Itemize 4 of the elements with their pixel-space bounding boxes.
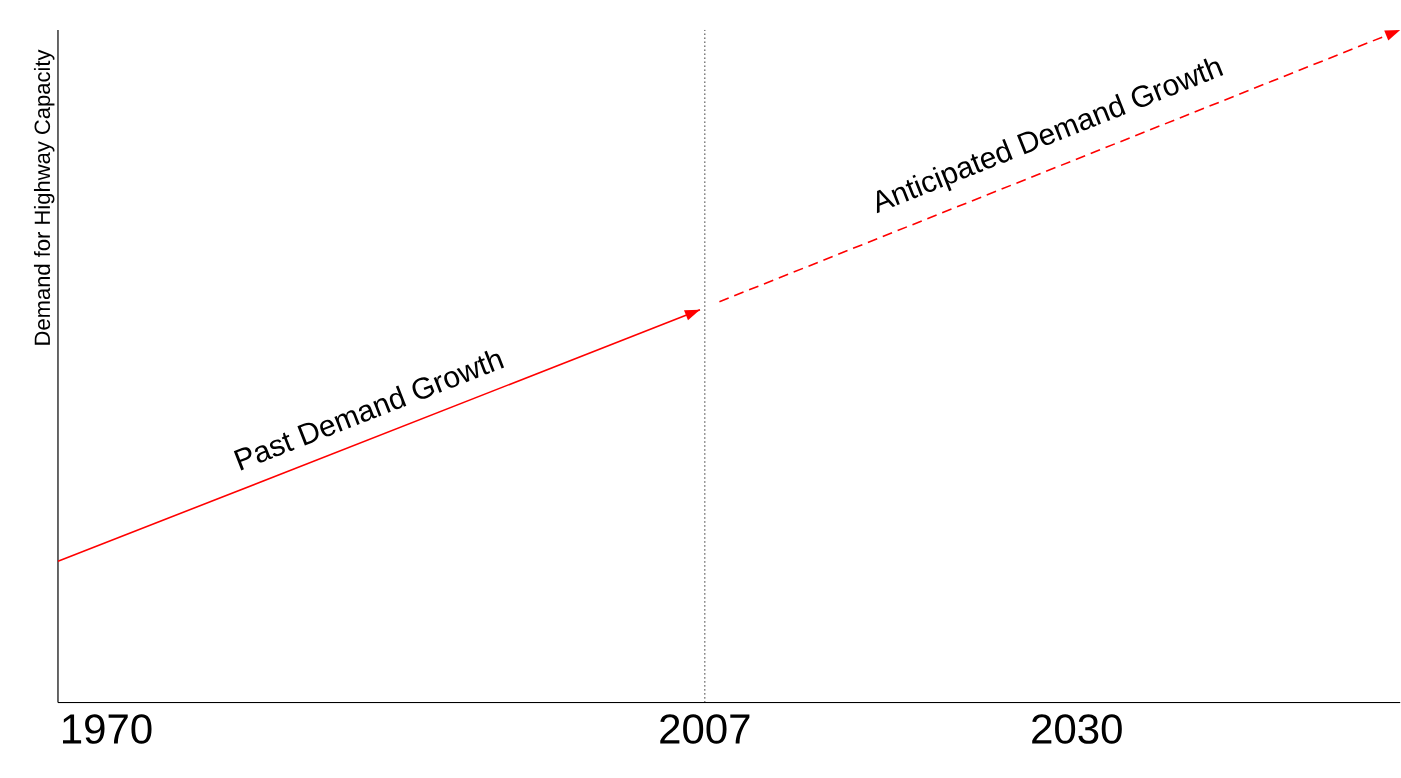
y-axis-title: Demand for Highway Capacity	[33, 49, 55, 345]
x-tick-label: 2007	[660, 714, 750, 745]
x-tick-label: 1970	[63, 714, 152, 745]
x-tick-label: 2030	[1032, 714, 1122, 745]
